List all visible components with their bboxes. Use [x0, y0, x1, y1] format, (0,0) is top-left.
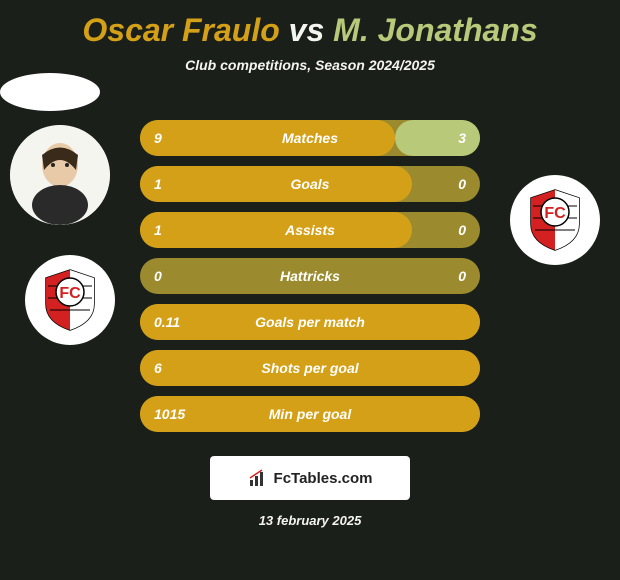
svg-text:FC: FC — [544, 205, 566, 222]
player-left-avatar — [10, 125, 110, 225]
stat-fill-right — [395, 120, 480, 156]
stat-label: Assists — [285, 222, 335, 238]
stat-label: Shots per goal — [261, 360, 358, 376]
stat-row: 0 Hattricks 0 — [140, 258, 480, 294]
stat-fill-left — [140, 166, 412, 202]
stat-label: Min per goal — [269, 406, 351, 422]
footer-brand-logo[interactable]: FcTables.com — [210, 456, 410, 500]
stat-fill-left — [140, 212, 412, 248]
stat-value-left: 1 — [154, 176, 162, 192]
stat-value-left: 1015 — [154, 406, 185, 422]
stat-fill-left — [140, 120, 395, 156]
vs-text: vs — [289, 12, 325, 48]
stat-value-left: 1 — [154, 222, 162, 238]
svg-text:FC: FC — [59, 285, 81, 302]
stat-value-right: 0 — [458, 268, 466, 284]
stat-label: Hattricks — [280, 268, 340, 284]
chart-icon — [248, 468, 268, 488]
stat-row: 1 Assists 0 — [140, 212, 480, 248]
club-badge-left: FC — [25, 255, 115, 345]
footer-brand-text: FcTables.com — [274, 470, 373, 487]
club-badge-right: FC — [510, 175, 600, 265]
stat-label: Goals — [291, 176, 330, 192]
stat-label: Matches — [282, 130, 338, 146]
stat-row: 9 Matches 3 — [140, 120, 480, 156]
stat-value-right: 0 — [458, 176, 466, 192]
stat-value-left: 0.11 — [154, 314, 180, 330]
subtitle: Club competitions, Season 2024/2025 — [0, 57, 620, 73]
stat-value-left: 9 — [154, 130, 162, 146]
stat-row: 6 Shots per goal — [140, 350, 480, 386]
stat-value-right: 3 — [458, 130, 466, 146]
stats-container: 9 Matches 3 1 Goals 0 1 Assists 0 0 Hattricks 0 0.11… — [140, 120, 480, 442]
player-right-name: M. Jonathans — [333, 12, 537, 48]
stat-value-left: 0 — [154, 268, 162, 284]
player-right-avatar — [0, 73, 100, 111]
stat-value-right: 0 — [458, 222, 466, 238]
stat-value-left: 6 — [154, 360, 162, 376]
header-title: Oscar Fraulo vs M. Jonathans — [0, 0, 620, 49]
footer-date: 13 february 2025 — [259, 513, 362, 528]
stat-row: 1 Goals 0 — [140, 166, 480, 202]
stat-row: 1015 Min per goal — [140, 396, 480, 432]
stat-label: Goals per match — [255, 314, 365, 330]
player-left-name: Oscar Fraulo — [82, 12, 279, 48]
stat-row: 0.11 Goals per match — [140, 304, 480, 340]
